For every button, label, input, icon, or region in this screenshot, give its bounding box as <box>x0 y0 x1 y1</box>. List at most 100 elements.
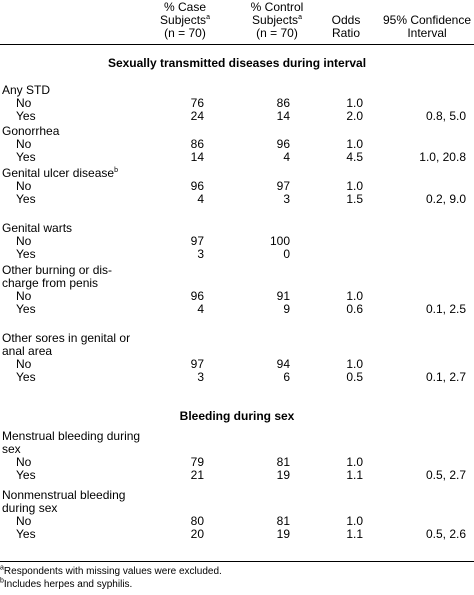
row-label: No <box>16 357 32 371</box>
control-percent: 91 <box>276 289 290 303</box>
group-label: Other sores in genital or <box>2 331 131 345</box>
row-label: No <box>16 96 32 110</box>
confidence-interval: 0.1, 2.5 <box>425 302 466 317</box>
group-label: Genital warts <box>2 221 73 235</box>
table-row: No 79 81 1.0 <box>0 455 474 469</box>
footnote-text: Respondents with missing values were exc… <box>3 566 222 577</box>
odds-ratio: 1.1 <box>346 468 363 483</box>
odds-ratio: 0.6 <box>346 302 363 317</box>
header-odds-ratio: Odds Ratio <box>331 13 361 40</box>
row-label: No <box>16 289 32 303</box>
table-row: Yes 4 9 0.6 0.1, 2.5 <box>0 302 474 316</box>
table-row: No 96 97 1.0 <box>0 179 474 193</box>
group-label: Genital ulcer diseaseb <box>2 166 118 180</box>
control-percent: 0 <box>283 247 290 262</box>
row-label: Yes <box>16 247 36 262</box>
group-label: Other burning or dis- <box>2 263 113 277</box>
header-rule <box>0 44 474 45</box>
case-percent: 96 <box>190 179 204 193</box>
table-row: Yes 20 19 1.1 0.5, 2.6 <box>0 527 474 541</box>
table-row: Yes 21 19 1.1 0.5, 2.7 <box>0 468 474 482</box>
footnote: bIncludes herpes and syphilis. <box>0 577 132 591</box>
group-label: sex <box>2 442 21 456</box>
odds-ratio: 1.0 <box>346 357 363 371</box>
case-percent: 24 <box>190 109 204 124</box>
case-percent: 79 <box>190 455 204 469</box>
odds-ratio: 1.0 <box>346 514 363 528</box>
odds-ratio: 1.0 <box>346 179 363 193</box>
row-label: Yes <box>16 109 36 124</box>
odds-ratio: 1.0 <box>346 96 363 110</box>
table-row: No 96 91 1.0 <box>0 289 474 303</box>
row-label: Yes <box>16 527 36 542</box>
case-percent: 20 <box>190 527 204 542</box>
odds-ratio: 1.5 <box>346 192 363 207</box>
table-row: Yes 14 4 4.5 1.0, 20.8 <box>0 150 474 164</box>
footnote-mark: a <box>0 564 4 572</box>
odds-ratio: 1.0 <box>346 289 363 303</box>
table-row: No 76 86 1.0 <box>0 96 474 110</box>
table-row: No 86 96 1.0 <box>0 137 474 151</box>
control-percent: 6 <box>283 370 290 385</box>
control-percent: 9 <box>283 302 290 317</box>
group-label: anal area <box>2 344 53 358</box>
section-title: Bleeding during sex <box>179 409 295 423</box>
confidence-interval: 0.5, 2.6 <box>425 527 466 542</box>
control-percent: 86 <box>276 96 290 110</box>
confidence-interval: 1.0, 20.8 <box>419 150 466 165</box>
case-percent: 80 <box>190 514 204 528</box>
case-percent: 86 <box>190 137 204 151</box>
row-label: Yes <box>16 192 36 207</box>
control-percent: 81 <box>276 455 290 469</box>
odds-ratio: 1.1 <box>346 527 363 542</box>
case-percent: 97 <box>190 234 204 248</box>
case-percent: 4 <box>197 192 204 207</box>
case-percent: 76 <box>190 96 204 110</box>
row-label: No <box>16 179 32 193</box>
row-label: Yes <box>16 150 36 165</box>
group-label: Nonmenstrual bleeding <box>2 488 126 502</box>
confidence-interval: 0.2, 9.0 <box>425 192 466 207</box>
table-row: No 97 94 1.0 <box>0 357 474 371</box>
row-label: Yes <box>16 302 36 317</box>
odds-ratio: 4.5 <box>346 150 363 165</box>
section-title: Sexually transmitted diseases during int… <box>107 56 367 70</box>
group-label: charge from penis <box>2 276 99 290</box>
row-label: No <box>16 137 32 151</box>
row-label: No <box>16 514 32 528</box>
odds-ratio: 0.5 <box>346 370 363 385</box>
odds-ratio: 1.0 <box>346 137 363 151</box>
group-label: during sex <box>2 501 58 515</box>
case-percent: 97 <box>190 357 204 371</box>
table-row: Yes 4 3 1.5 0.2, 9.0 <box>0 192 474 206</box>
control-percent: 4 <box>283 150 290 165</box>
control-percent: 19 <box>276 527 290 542</box>
row-label: No <box>16 234 32 248</box>
table-row: Yes 3 0 <box>0 247 474 261</box>
control-percent: 97 <box>276 179 290 193</box>
footer-rule <box>0 561 474 562</box>
row-label: Yes <box>16 468 36 483</box>
group-label: Menstrual bleeding during <box>2 429 141 443</box>
case-percent: 96 <box>190 289 204 303</box>
control-percent: 3 <box>283 192 290 207</box>
row-label: No <box>16 455 32 469</box>
table-row: No 80 81 1.0 <box>0 514 474 528</box>
confidence-interval: 0.5, 2.7 <box>425 468 466 483</box>
header-case-subjects: % Case Subjectsa (n = 70) <box>160 0 210 40</box>
footnote-mark: b <box>0 577 4 585</box>
table-row: No 97 100 <box>0 234 474 248</box>
footnote: aRespondents with missing values were ex… <box>0 564 222 578</box>
case-percent: 21 <box>190 468 204 483</box>
confidence-interval: 0.1, 2.7 <box>425 370 466 385</box>
case-percent: 3 <box>197 370 204 385</box>
footnote-mark: b <box>114 167 118 174</box>
table-row: Yes 24 14 2.0 0.8, 5.0 <box>0 109 474 123</box>
table-row: Yes 3 6 0.5 0.1, 2.7 <box>0 370 474 384</box>
confidence-interval: 0.8, 5.0 <box>425 109 466 124</box>
odds-ratio: 2.0 <box>346 109 363 124</box>
odds-ratio: 1.0 <box>346 455 363 469</box>
row-label: Yes <box>16 370 36 385</box>
group-label: Gonorrhea <box>2 124 60 138</box>
